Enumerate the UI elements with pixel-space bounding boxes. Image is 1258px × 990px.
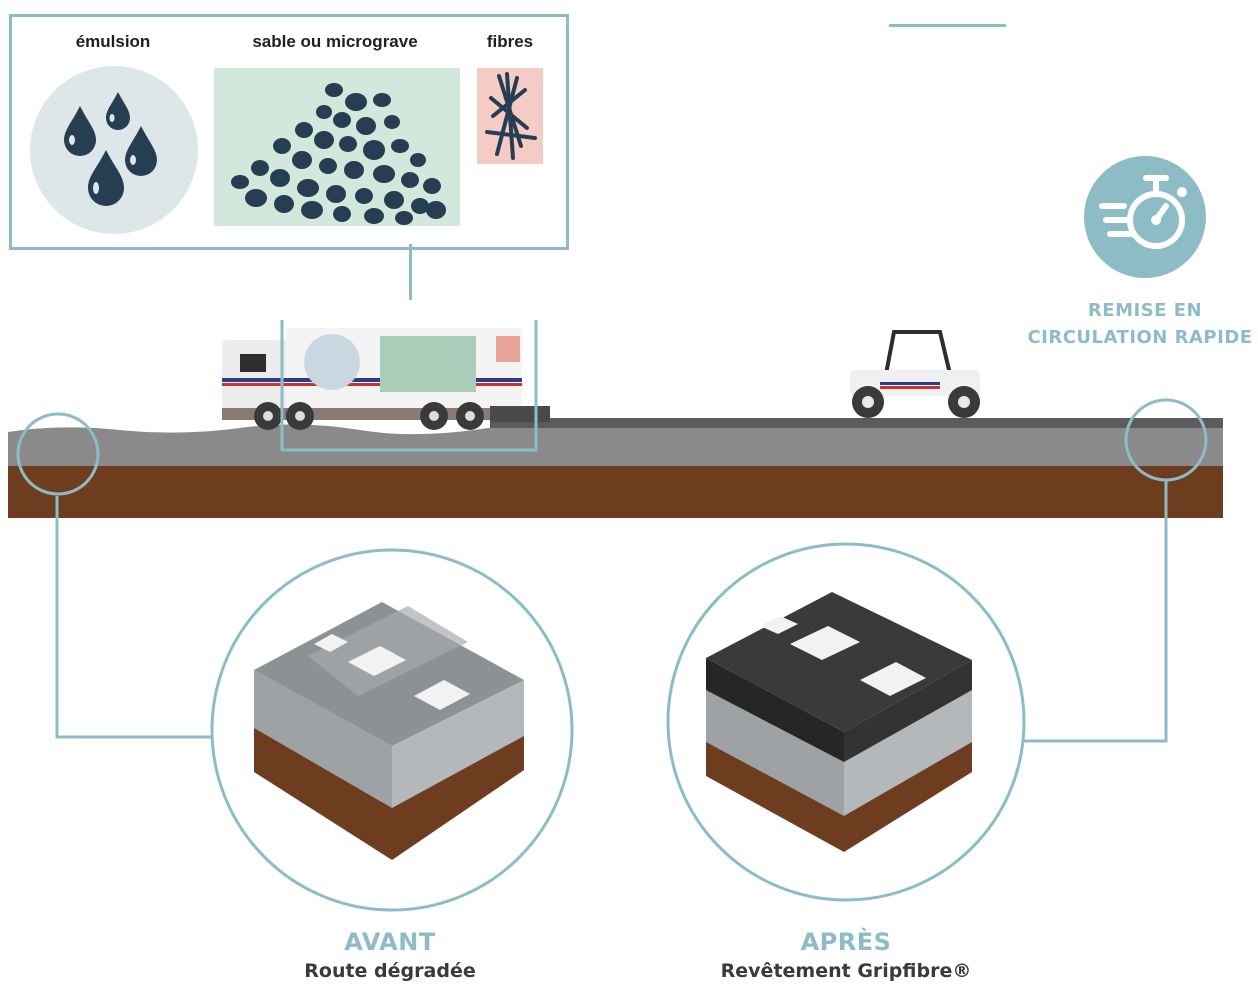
after-heading: APRÈS <box>746 928 946 956</box>
after-caption: Revêtement Gripfibre® <box>676 960 1016 982</box>
before-heading: AVANT <box>290 928 490 956</box>
before-caption: Route dégradée <box>240 960 540 982</box>
after-road-cutaway <box>664 540 1028 904</box>
before-road-cutaway <box>208 546 576 914</box>
